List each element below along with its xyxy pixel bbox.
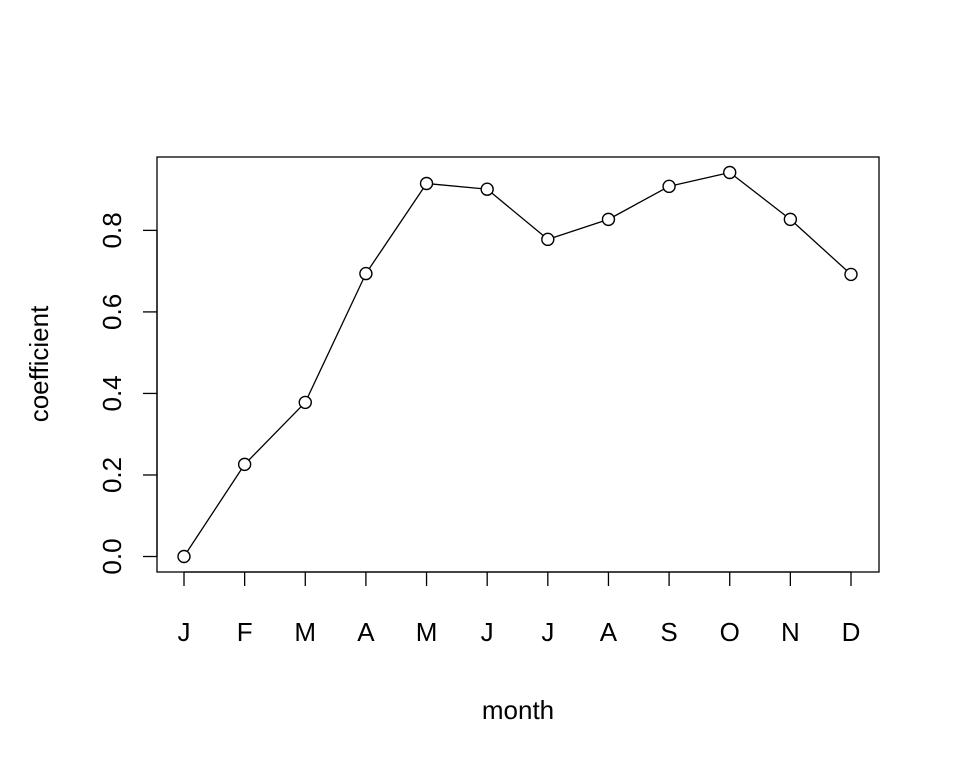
line-segment [491, 192, 544, 237]
line-segment [794, 222, 847, 271]
data-point [480, 182, 494, 196]
line-segment [186, 469, 242, 552]
data-point [662, 179, 676, 194]
x-tick-label: M [294, 617, 316, 647]
line-segment [432, 183, 482, 190]
x-tick-label: J [541, 617, 554, 647]
data-point [601, 212, 616, 227]
line-segment [368, 188, 424, 269]
x-tick-label: F [237, 617, 253, 647]
data-point [237, 457, 252, 472]
y-axis: 0.0 0.2 0.4 0.6 0.8 [97, 212, 158, 575]
data-point [541, 232, 555, 247]
data-point [359, 266, 373, 281]
x-tick-label: J [178, 617, 191, 647]
y-tick-label: 0.2 [97, 457, 127, 493]
y-tick-label: 0.0 [97, 538, 127, 574]
data-point [298, 395, 312, 410]
x-tick-label: J [481, 617, 494, 647]
x-tick-label: O [720, 617, 740, 647]
line-segment [734, 175, 787, 217]
plot-frame [156, 156, 880, 573]
data-point [177, 549, 191, 564]
x-tick-label: N [781, 617, 800, 647]
y-tick-label: 0.4 [97, 375, 127, 411]
x-axis-label: month [482, 695, 554, 725]
x-tick-label: S [660, 617, 677, 647]
data-point [723, 165, 737, 180]
line-segment [674, 173, 725, 186]
line-segment [307, 278, 364, 398]
line-segment [553, 220, 603, 239]
y-tick-label: 0.6 [97, 294, 127, 330]
y-tick-label: 0.8 [97, 212, 127, 248]
data-point [783, 212, 798, 227]
x-tick-label: A [357, 617, 375, 647]
line-segment [613, 188, 665, 218]
series-line [177, 165, 858, 564]
y-axis-label: coefficient [24, 305, 54, 422]
x-tick-label: M [416, 617, 438, 647]
x-tick-label: D [842, 617, 861, 647]
data-point [419, 176, 434, 191]
data-point [844, 267, 858, 282]
x-tick-label: A [600, 617, 618, 647]
line-segment [248, 406, 302, 461]
